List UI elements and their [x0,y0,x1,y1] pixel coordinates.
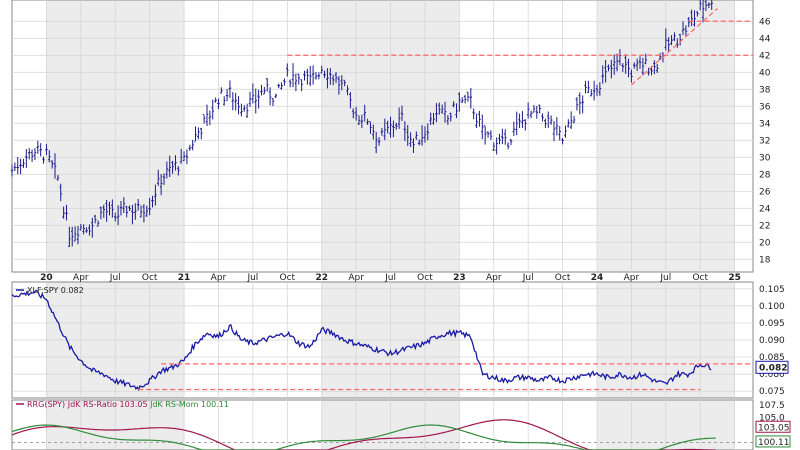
ratio-last-value: 0.082 [759,363,787,373]
x-axis-tick-label: 23 [453,273,466,283]
price-y-tick-label: 24 [759,204,771,214]
x-axis-tick-label: 25 [728,273,741,283]
price-y-tick-label: 20 [759,238,771,248]
ratio-y-tick-label: 0.095 [759,319,785,329]
ratio-y-tick-label: 0.100 [759,302,785,312]
price-y-tick-label: 40 [759,68,771,78]
x-axis-tick-label: 24 [591,273,604,283]
rrg-legend-label: RRG(SPY) JdK RS-Ratio 103.05 JdK RS-Mom … [27,400,229,409]
rrg-y-tick-label: 105.0 [759,414,785,424]
ratio-y-tick-label: 0.105 [759,285,785,295]
x-axis-tick-label: Apr [211,273,227,283]
x-axis-tick-label: Jul [522,273,534,283]
ratio-y-tick-label: 0.080 [759,370,785,380]
x-axis-tick-label: Jul [384,273,396,283]
x-axis-tick-label: Oct [280,273,296,283]
x-axis-tick-label: Jul [109,273,121,283]
price-y-tick-label: 32 [759,136,770,146]
rrg-y-tick-label: 107.5 [759,401,785,411]
rs-mom-last-value-box [755,435,791,448]
price-y-tick-label: 18 [759,255,771,265]
ratio-last-value-box [755,360,789,374]
price-y-tick-label: 22 [759,221,770,231]
x-axis-tick-label: 20 [40,273,53,283]
x-axis-tick-label: Apr [486,273,502,283]
price-y-tick-label: 38 [759,85,771,95]
price-y-tick-label: 30 [759,153,771,163]
x-axis-tick-label: Oct [555,273,571,283]
xlf-spy-ratio-line [11,289,712,392]
rs-ratio-last-value-box [755,420,791,433]
rs-mom-last-value: 100.11 [758,438,790,448]
x-axis-tick-label: 22 [315,273,328,283]
x-axis-tick-label: Jul [659,273,671,283]
jdk-rs-mom-line [11,424,716,450]
price-y-tick-label: 42 [759,51,770,61]
x-axis-tick-label: 21 [178,273,191,283]
x-axis-tick-label: Apr [624,273,640,283]
price-panel-frame [11,0,754,273]
rising-trend-line [631,8,718,86]
ratio-y-tick-label: 0.090 [759,336,785,346]
price-y-tick-label: 46 [759,17,771,27]
x-axis-tick-label: Apr [73,273,89,283]
ratio-y-tick-label: 0.085 [759,353,785,363]
rrg-panel-frame [11,399,754,450]
x-axis-tick-label: Jul [246,273,258,283]
x-axis-tick-label: Oct [142,273,158,283]
ratio-y-tick-label: 0.075 [759,387,785,397]
price-y-tick-label: 44 [759,34,771,44]
rs-ratio-last-value: 103.05 [758,423,790,433]
x-axis-tick-label: Apr [348,273,364,283]
price-y-tick-label: 26 [759,187,771,197]
jdk-rs-ratio-line [11,419,716,450]
x-axis-tick-label: Oct [692,273,708,283]
x-axis-tick-label: Oct [417,273,433,283]
price-y-tick-label: 34 [759,119,771,129]
ratio-legend-label: XLF:SPY 0.082 [27,286,84,295]
price-y-tick-label: 28 [759,170,771,180]
price-y-tick-label: 36 [759,102,771,112]
